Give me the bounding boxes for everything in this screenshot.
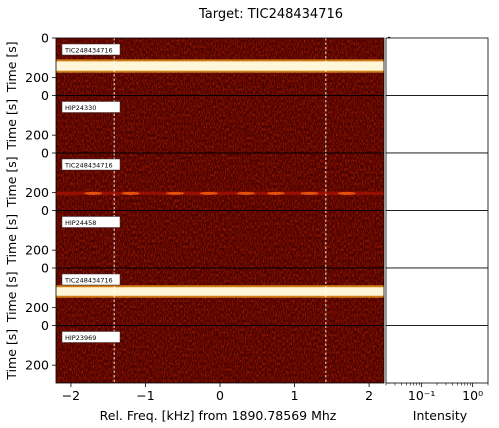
y-tick-label: 200 <box>25 358 49 373</box>
y-axis-label: Time [s] <box>4 156 19 208</box>
signal-blob <box>121 191 140 195</box>
signal-band <box>56 61 384 71</box>
y-axis-label: Time [s] <box>4 329 19 381</box>
profile-frame <box>385 152 489 211</box>
panel-label-box <box>61 216 121 228</box>
y-tick-label: 200 <box>25 300 49 315</box>
y-axis-label: Time [s] <box>4 214 19 266</box>
y-tick-label: 200 <box>25 128 49 143</box>
y-tick-label: 0 <box>41 146 49 161</box>
panel-label-box <box>61 158 121 171</box>
y-tick-label: 200 <box>25 70 49 85</box>
intensity-axis-label: Intensity <box>413 408 468 423</box>
y-axis-label: Time [s] <box>4 271 19 323</box>
y-axis-label: Time [s] <box>4 99 19 151</box>
profile-frame <box>385 95 489 154</box>
signal-blob <box>337 191 356 195</box>
x-tick-label: 2 <box>365 388 373 403</box>
signal-band <box>56 287 384 296</box>
signal-band <box>56 191 384 196</box>
panel-label-box <box>61 43 121 56</box>
y-tick-label: 0 <box>41 318 49 333</box>
profile-frame <box>385 210 489 269</box>
signal-blob <box>199 191 218 195</box>
y-tick-label: 0 <box>41 88 49 103</box>
signal-blob <box>166 191 185 195</box>
panel-label: TIC248434716 <box>64 277 113 285</box>
profile-frame <box>385 37 489 96</box>
x-tick-label: −2 <box>62 388 80 403</box>
profile-frame <box>385 267 489 326</box>
y-tick-label: 0 <box>41 203 49 218</box>
panel-label: HIP24458 <box>65 219 96 227</box>
signal-blob <box>237 191 256 195</box>
signal-blob <box>84 191 103 195</box>
signal-blob <box>266 191 285 195</box>
x-tick-label: 0 <box>216 388 224 403</box>
y-tick-label: 200 <box>25 185 49 200</box>
x-tick-label: 1 <box>291 388 299 403</box>
waterfall-panels: TIC248434716 HIP24330 TIC248434716 HIP24458… <box>56 38 384 383</box>
panel-label: HIP24330 <box>65 104 96 112</box>
y-tick-label: 200 <box>25 243 49 258</box>
panel-label: TIC248434716 <box>64 162 113 170</box>
panel-label-box <box>61 273 121 286</box>
intensity-tick-label: 10⁰ <box>462 388 483 403</box>
chart-title: Target: TIC248434716 <box>198 7 343 22</box>
y-tick-label: 0 <box>41 261 49 276</box>
y-axis-label: Time [s] <box>4 41 19 93</box>
profile-frame <box>385 325 489 384</box>
x-tick-label: −1 <box>136 388 154 403</box>
y-tick-label: 0 <box>41 31 49 46</box>
x-axis-label: Rel. Freq. [kHz] from 1890.78569 Mhz <box>100 408 337 423</box>
panel-label-box <box>61 331 121 343</box>
panel-label: HIP23969 <box>65 334 96 342</box>
panel-label: TIC248434716 <box>64 47 113 55</box>
panel-label-box <box>61 101 121 113</box>
signal-blob <box>300 191 319 195</box>
intensity-tick-label: 10⁻¹ <box>408 388 436 403</box>
